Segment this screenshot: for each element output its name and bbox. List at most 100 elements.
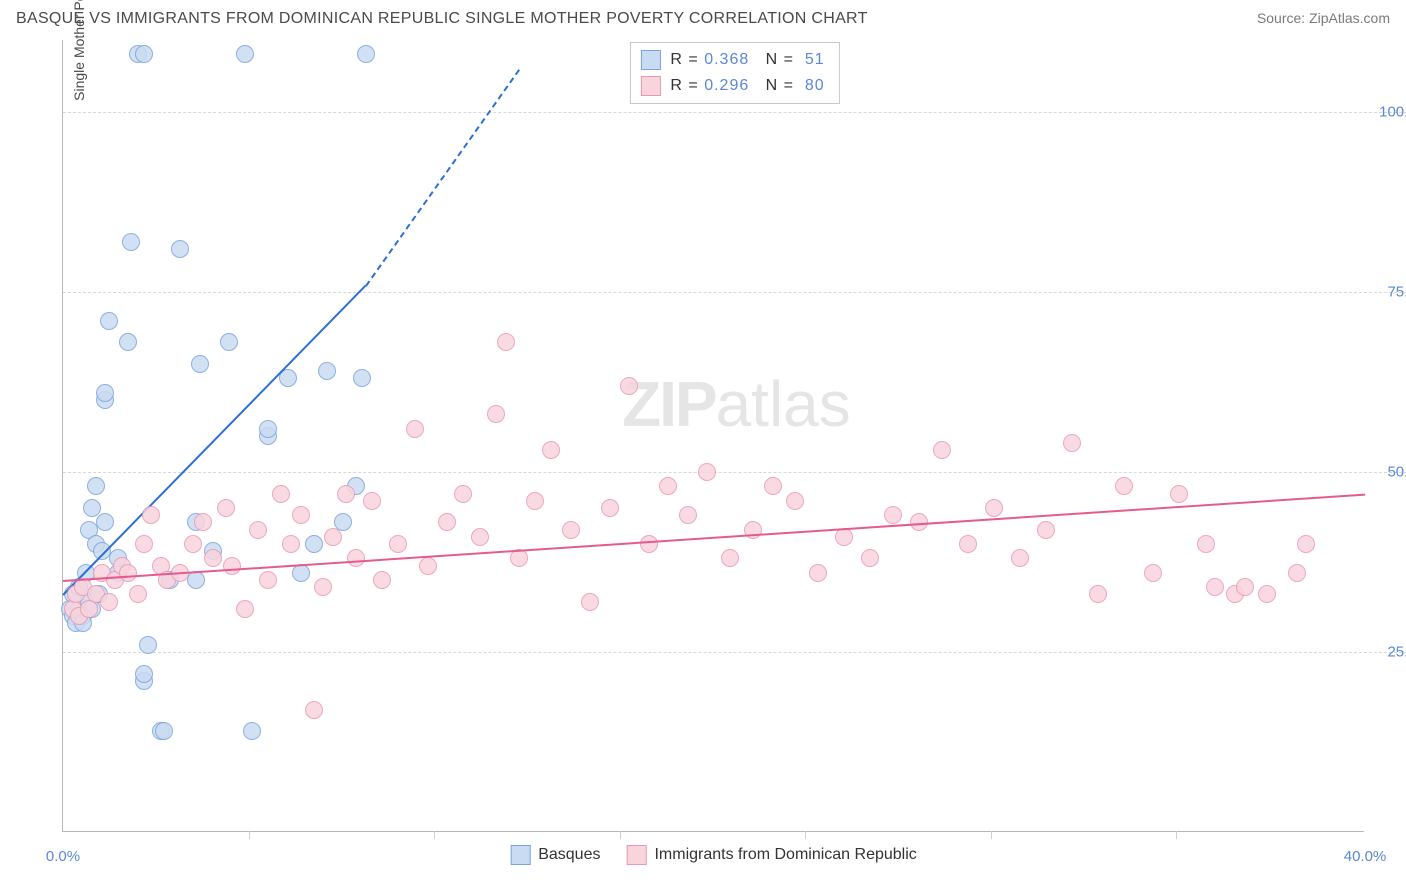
- data-point: [142, 506, 160, 524]
- data-point: [526, 492, 544, 510]
- data-point: [357, 45, 375, 63]
- data-point: [236, 600, 254, 618]
- data-point: [171, 240, 189, 258]
- data-point: [454, 485, 472, 503]
- data-point: [861, 549, 879, 567]
- x-tick: [991, 831, 992, 839]
- data-point: [419, 557, 437, 575]
- data-point: [620, 377, 638, 395]
- data-point: [985, 499, 1003, 517]
- data-point: [640, 535, 658, 553]
- data-point: [363, 492, 381, 510]
- data-point: [187, 571, 205, 589]
- data-point: [1236, 578, 1254, 596]
- data-point: [389, 535, 407, 553]
- legend-label-basques: Basques: [538, 846, 600, 864]
- x-tick: [805, 831, 806, 839]
- gridline: [63, 292, 1406, 293]
- data-point: [959, 535, 977, 553]
- data-point: [497, 333, 515, 351]
- data-point: [223, 557, 241, 575]
- data-point: [272, 485, 290, 503]
- series-legend: Basques Immigrants from Dominican Republ…: [510, 845, 917, 865]
- data-point: [347, 549, 365, 567]
- legend-label-dominican: Immigrants from Dominican Republic: [654, 846, 916, 864]
- data-point: [809, 564, 827, 582]
- x-tick-label: 40.0%: [1344, 848, 1387, 865]
- x-tick: [434, 831, 435, 839]
- data-point: [721, 549, 739, 567]
- legend-row-dominican: R = 0.296 N = 80: [640, 73, 824, 99]
- data-point: [786, 492, 804, 510]
- data-point: [1170, 485, 1188, 503]
- data-point: [292, 506, 310, 524]
- swatch-basques-icon: [510, 845, 530, 865]
- source-attribution: Source: ZipAtlas.com: [1257, 10, 1390, 26]
- y-tick-label: 100.0%: [1379, 104, 1406, 121]
- data-point: [155, 722, 173, 740]
- legend-row-basques: R = 0.368 N = 51: [640, 47, 824, 73]
- data-point: [471, 528, 489, 546]
- data-point: [764, 477, 782, 495]
- data-point: [249, 521, 267, 539]
- data-point: [96, 384, 114, 402]
- data-point: [659, 477, 677, 495]
- data-point: [1115, 477, 1133, 495]
- legend-item-dominican: Immigrants from Dominican Republic: [626, 845, 916, 865]
- data-point: [487, 405, 505, 423]
- data-point: [373, 571, 391, 589]
- data-point: [1197, 535, 1215, 553]
- correlation-legend: R = 0.368 N = 51 R = 0.296 N = 80: [629, 42, 839, 104]
- chart-title: BASQUE VS IMMIGRANTS FROM DOMINICAN REPU…: [16, 10, 868, 28]
- data-point: [438, 513, 456, 531]
- data-point: [122, 233, 140, 251]
- y-tick-label: 75.0%: [1387, 284, 1406, 301]
- data-point: [217, 499, 235, 517]
- data-point: [100, 593, 118, 611]
- data-point: [184, 535, 202, 553]
- data-point: [204, 549, 222, 567]
- r-stat-basques: R = 0.368 N = 51: [670, 47, 824, 73]
- data-point: [314, 578, 332, 596]
- data-point: [259, 571, 277, 589]
- data-point: [1288, 564, 1306, 582]
- y-tick-label: 50.0%: [1387, 464, 1406, 481]
- data-point: [87, 477, 105, 495]
- data-point: [1258, 585, 1276, 603]
- data-point: [194, 513, 212, 531]
- legend-item-basques: Basques: [510, 845, 600, 865]
- data-point: [1037, 521, 1055, 539]
- data-point: [337, 485, 355, 503]
- data-point: [318, 362, 336, 380]
- data-point: [305, 535, 323, 553]
- swatch-basques: [640, 50, 660, 70]
- data-point: [1297, 535, 1315, 553]
- data-point: [542, 441, 560, 459]
- data-point: [562, 521, 580, 539]
- data-point: [282, 535, 300, 553]
- gridline: [63, 472, 1406, 473]
- data-point: [100, 312, 118, 330]
- watermark: ZIPatlas: [622, 367, 851, 441]
- swatch-dominican-icon: [626, 845, 646, 865]
- data-point: [1089, 585, 1107, 603]
- data-point: [353, 369, 371, 387]
- data-point: [884, 506, 902, 524]
- data-point: [220, 333, 238, 351]
- data-point: [135, 535, 153, 553]
- data-point: [243, 722, 261, 740]
- data-point: [406, 420, 424, 438]
- data-point: [259, 420, 277, 438]
- data-point: [1144, 564, 1162, 582]
- data-point: [679, 506, 697, 524]
- data-point: [601, 499, 619, 517]
- data-point: [324, 528, 342, 546]
- data-point: [698, 463, 716, 481]
- data-point: [305, 701, 323, 719]
- data-point: [191, 355, 209, 373]
- trend-line: [365, 69, 520, 286]
- data-point: [83, 499, 101, 517]
- data-point: [119, 564, 137, 582]
- y-tick-label: 25.0%: [1387, 644, 1406, 661]
- data-point: [129, 585, 147, 603]
